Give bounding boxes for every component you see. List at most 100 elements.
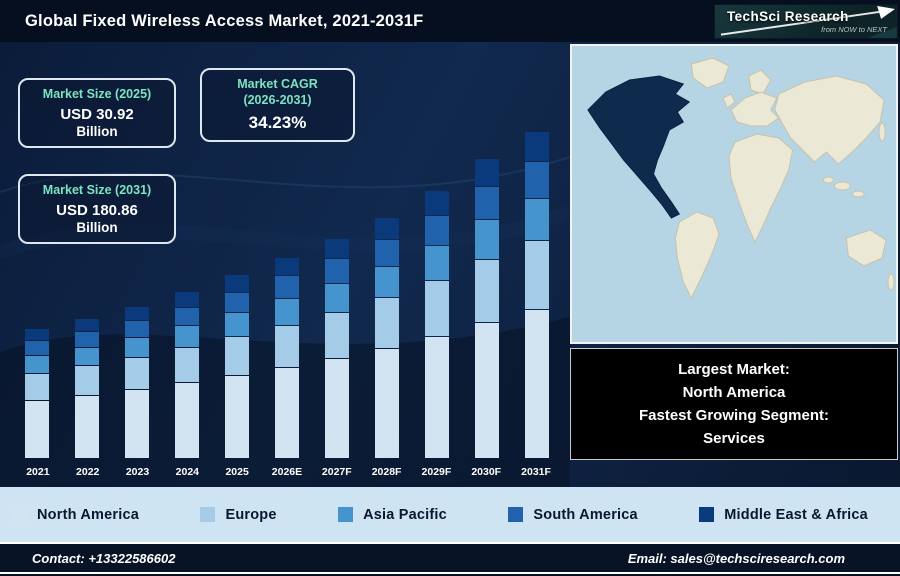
- segment-south-america-2023: [125, 321, 149, 337]
- segment-europe-2022: [75, 366, 99, 395]
- segment-south-america-2030F: [475, 187, 499, 219]
- header: Global Fixed Wireless Access Market, 202…: [0, 0, 900, 42]
- footer-email: Email: sales@techsciresearch.com: [627, 550, 845, 566]
- segment-north-america-2021: [25, 401, 49, 458]
- stat-label: Market Size (2031): [42, 183, 152, 197]
- segment-middle-east-africa-2030F: [475, 159, 499, 186]
- axis-label-2023: 2023: [125, 466, 150, 478]
- segment-middle-east-africa-2021: [25, 329, 49, 340]
- callout-line: North America: [682, 383, 786, 401]
- segment-middle-east-africa-2022: [75, 319, 99, 331]
- segment-europe-2023: [125, 358, 149, 389]
- legend-label-asia-pacific: Asia Pacific: [363, 506, 447, 523]
- segment-middle-east-africa-2024: [175, 292, 199, 307]
- segment-north-america-2030F: [475, 323, 499, 458]
- segment-europe-2028F: [375, 298, 399, 348]
- bar-2023: [125, 307, 149, 458]
- segment-north-america-2024: [175, 383, 199, 458]
- segment-south-america-2031F: [525, 162, 549, 198]
- bar-2021: [25, 329, 49, 458]
- x-axis-labels: 2021 2022 2023 2024 2025 2026E 2027F 2028F 2029F…: [13, 466, 561, 478]
- legend-item-south-america: South America: [508, 506, 638, 523]
- stat-market-size-2031: Market Size (2031) USD 180.86 Billion: [18, 174, 176, 244]
- segment-asia-pacific-2021: [25, 356, 49, 373]
- segment-europe-2030F: [475, 260, 499, 322]
- axis-label-2021: 2021: [26, 466, 50, 478]
- stat-label: Market CAGR: [237, 77, 318, 91]
- legend-item-asia-pacific: Asia Pacific: [338, 507, 447, 523]
- legend-label-south-america: South America: [533, 506, 638, 523]
- segment-europe-2031F: [525, 241, 549, 309]
- axis-label-2028F: 2028F: [371, 466, 402, 478]
- page-title: Global Fixed Wireless Access Market, 202…: [25, 11, 424, 30]
- segment-north-america-2029F: [425, 337, 449, 458]
- axis-label-2022: 2022: [76, 466, 100, 478]
- logo-text: TechSci Research from NOW to NEXT: [715, 5, 897, 38]
- callout-line: Largest Market:: [678, 360, 790, 378]
- segment-middle-east-africa-2027F: [325, 239, 349, 258]
- logo-tagline: from NOW to NEXT: [821, 25, 887, 34]
- stat-market-cagr: Market CAGR (2026-2031) 34.23%: [200, 68, 355, 143]
- segment-south-america-2029F: [425, 216, 449, 245]
- segment-europe-2029F: [425, 281, 449, 336]
- legend-label-middle-east-africa: Middle East & Africa: [724, 506, 868, 523]
- stat-value: USD 30.92: [60, 105, 134, 123]
- segment-south-america-2025: [225, 293, 249, 312]
- legend-item-middle-east-africa: Middle East & Africa: [699, 507, 868, 523]
- axis-label-2024: 2024: [175, 466, 200, 478]
- segment-north-america-2023: [125, 390, 149, 458]
- segment-europe-2025: [225, 337, 249, 375]
- stacked-bar-chart: [25, 123, 549, 458]
- segment-north-america-2027F: [325, 359, 349, 458]
- bar-2027F: [325, 239, 349, 458]
- segment-asia-pacific-2029F: [425, 246, 449, 280]
- segment-asia-pacific-2022: [75, 348, 99, 365]
- world-map: [570, 44, 898, 344]
- segment-europe-2024: [175, 348, 199, 382]
- segment-asia-pacific-2028F: [375, 267, 399, 297]
- segment-asia-pacific-2031F: [525, 199, 549, 240]
- world-map-graphic: [572, 46, 896, 342]
- segment-south-america-2026E: [275, 276, 299, 298]
- bar-2025: [225, 275, 249, 458]
- segment-south-america-2028F: [375, 240, 399, 266]
- bar-2029F: [425, 191, 449, 458]
- legend-label-europe: Europe: [225, 506, 277, 523]
- segment-asia-pacific-2027F: [325, 284, 349, 312]
- bar-2031F: [525, 132, 549, 458]
- segment-north-america-2028F: [375, 349, 399, 458]
- segment-asia-pacific-2024: [175, 326, 199, 347]
- legend-item-north-america: North America: [12, 507, 139, 523]
- axis-label-2026E: 2026E: [271, 466, 303, 478]
- segment-north-america-2022: [75, 396, 99, 458]
- stat-label: (2026-2031): [243, 92, 312, 107]
- legend-swatch-asia-pacific: [338, 507, 354, 522]
- legend: North America Europe Asia Pacific South Ame…: [0, 487, 900, 542]
- footer: Contact: +13322586602 Email: sales@techs…: [0, 542, 900, 574]
- logo-brand: TechSci Research: [727, 9, 849, 24]
- legend-item-europe: Europe: [200, 507, 276, 523]
- segment-europe-2021: [25, 374, 49, 400]
- legend-swatch-north-america: [12, 507, 27, 522]
- segment-asia-pacific-2026E: [275, 299, 299, 325]
- bar-2022: [75, 319, 99, 458]
- segment-south-america-2021: [25, 341, 49, 355]
- bar-2030F: [475, 159, 499, 458]
- segment-europe-2026E: [275, 326, 299, 367]
- segment-middle-east-africa-2025: [225, 275, 249, 292]
- segment-asia-pacific-2023: [125, 338, 149, 357]
- segment-middle-east-africa-2031F: [525, 132, 549, 161]
- segment-north-america-2025: [225, 376, 249, 458]
- legend-swatch-middle-east-africa: [699, 507, 715, 522]
- stat-value: USD 180.86: [56, 201, 138, 219]
- stat-unit: Billion: [76, 219, 118, 235]
- axis-label-2030F: 2030F: [471, 466, 502, 478]
- legend-swatch-south-america: [508, 507, 524, 522]
- brand-logo: TechSci Research from NOW to NEXT: [714, 4, 898, 39]
- bar-2024: [175, 292, 199, 458]
- axis-label-2025: 2025: [225, 466, 249, 478]
- footer-contact: Contact: +13322586602: [32, 550, 176, 566]
- segment-north-america-2031F: [525, 310, 549, 458]
- segment-europe-2027F: [325, 313, 349, 358]
